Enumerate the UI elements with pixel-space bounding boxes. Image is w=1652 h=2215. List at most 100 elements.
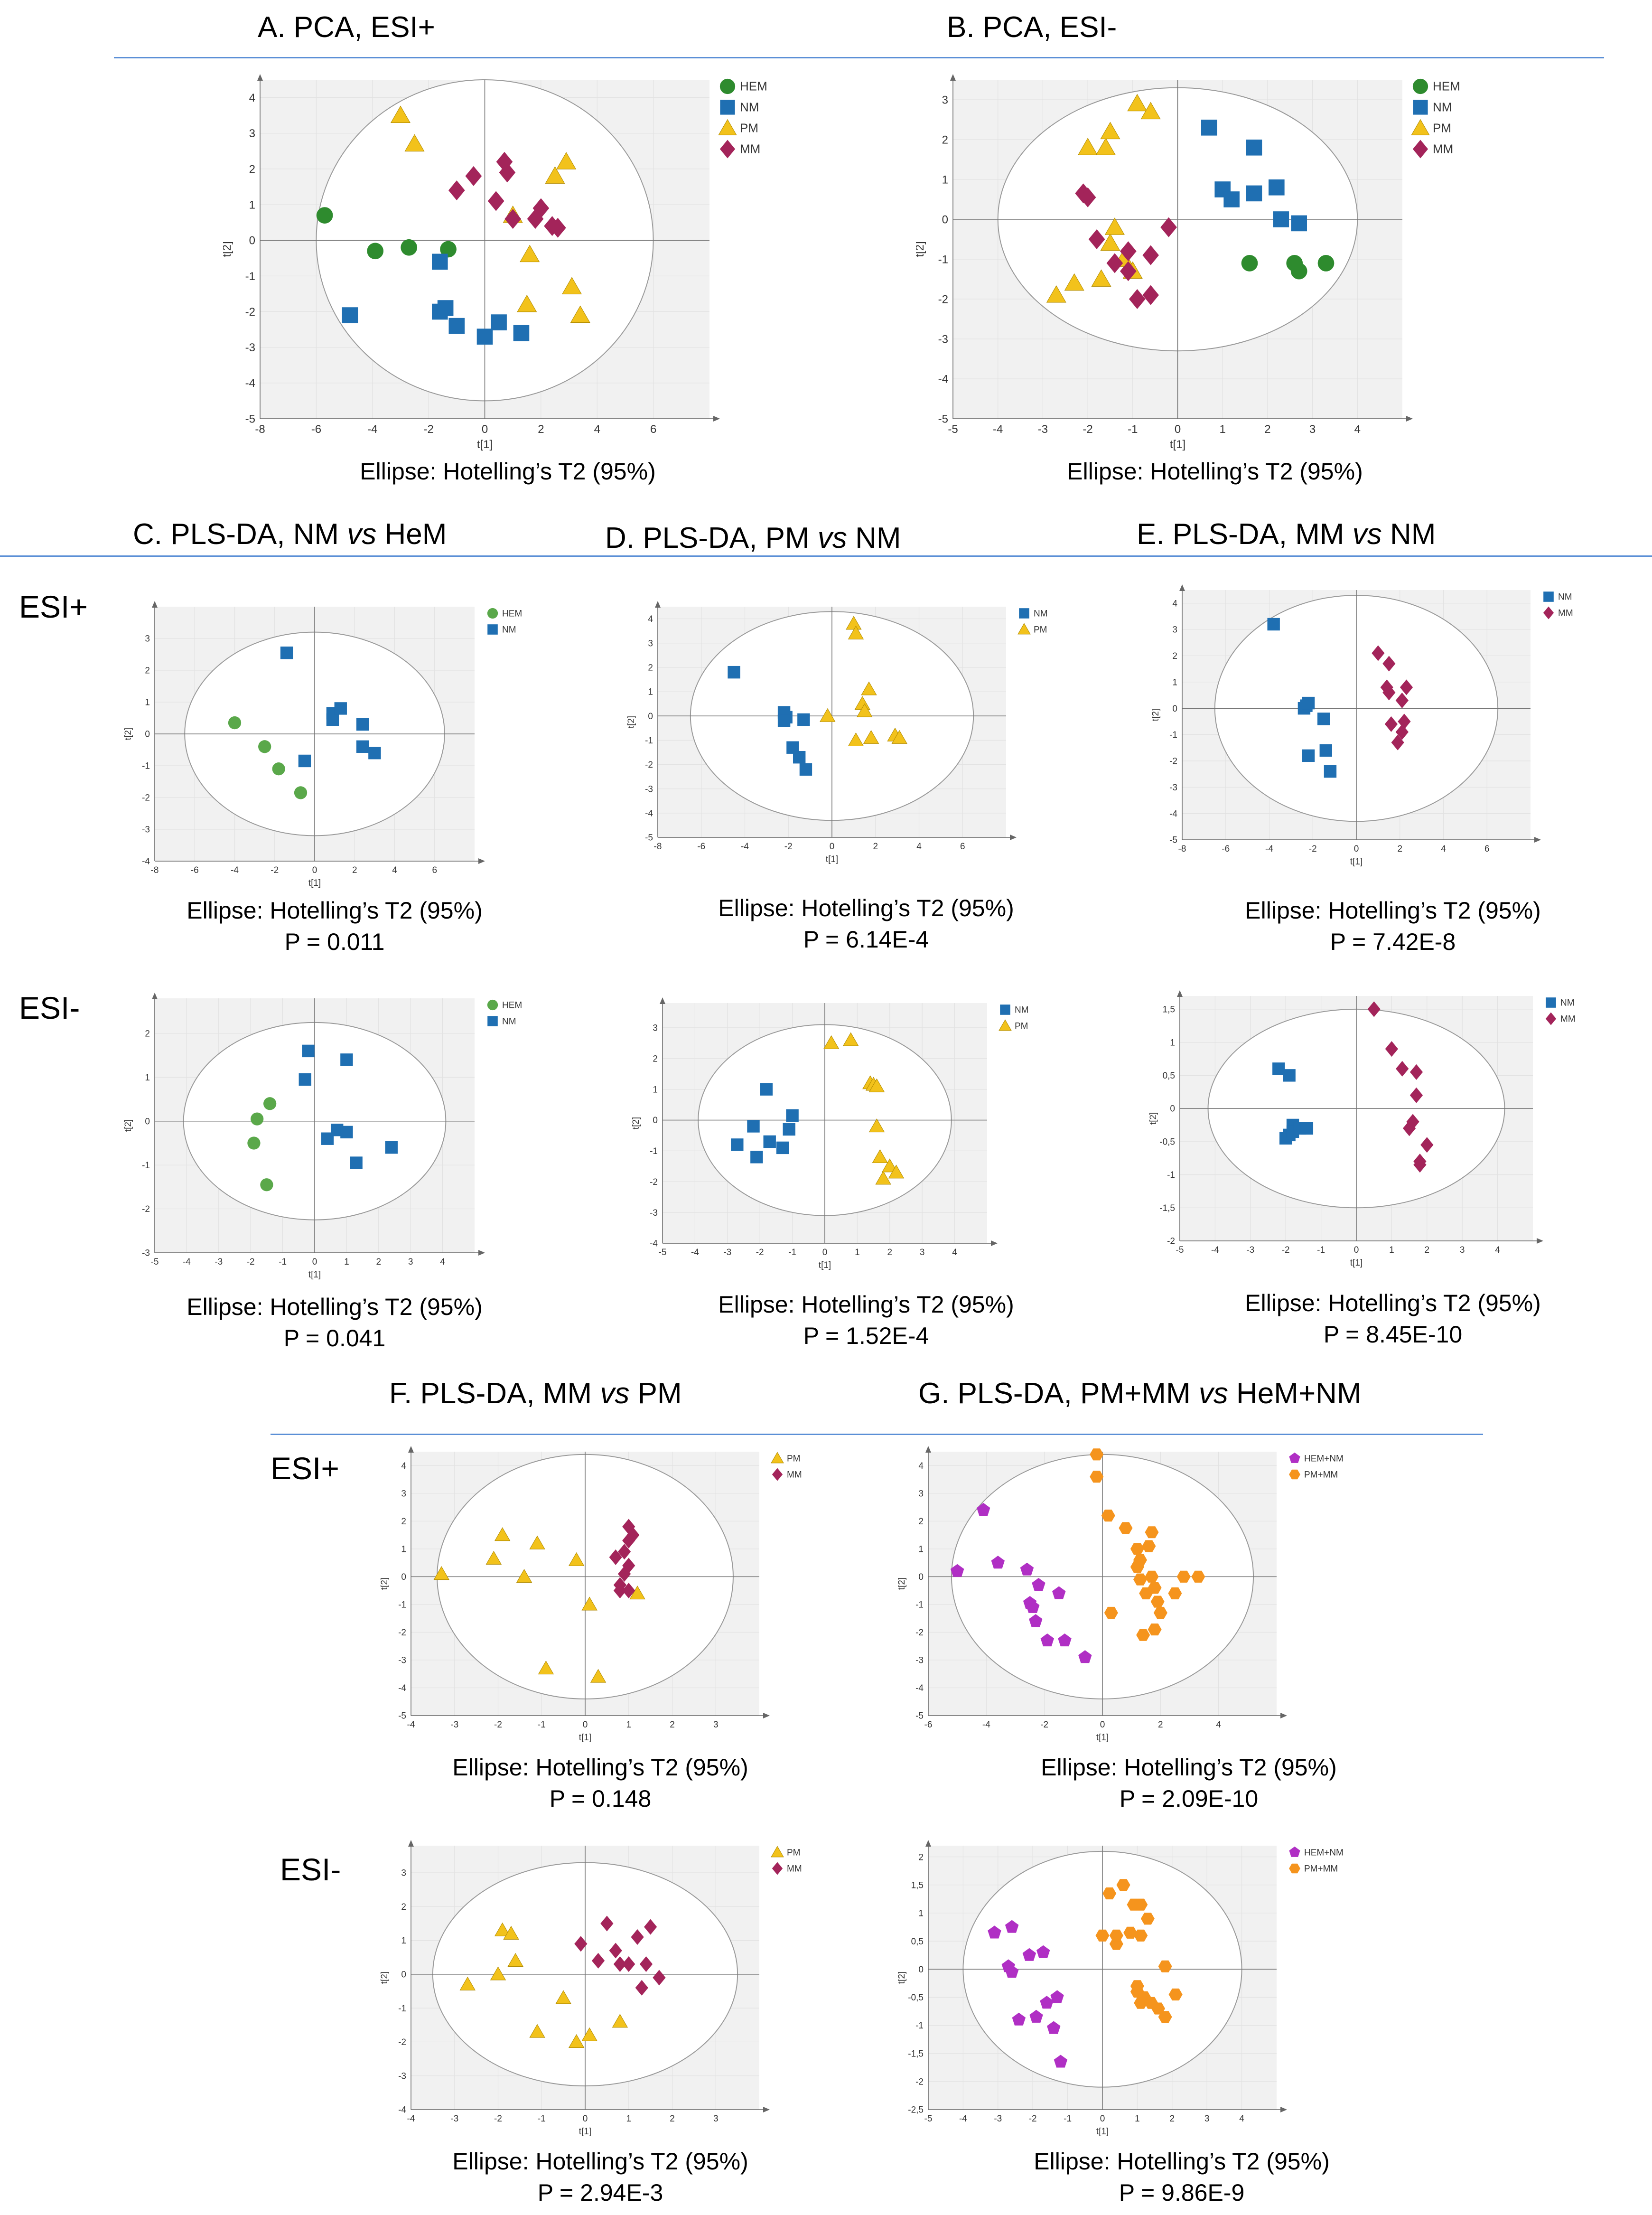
point-D_neg-PM-0 [823,1035,840,1049]
y-axis-arrow-C_neg [152,993,158,999]
legend-marker-D_neg-NM [1000,1004,1010,1015]
point-G_pos-PM+MM-14 [1148,1582,1162,1594]
legend-label-E_pos-MM: MM [1558,609,1573,619]
point-E_pos-MM-8 [1395,724,1409,740]
y-tick-label-D_neg-3: -1 [650,1146,658,1156]
legend-label-C_neg-NM: NM [502,1017,516,1027]
point-F_neg-MM-4 [613,1956,627,1972]
y-axis-arrow-D_pos [655,601,661,608]
x-tick-label-G_neg-9: 4 [1239,2114,1244,2124]
legend-label-A-HEM: HEM [740,79,767,93]
y-tick-label-G_pos-4: -1 [915,1600,924,1610]
y-tick-label-C_pos-6: 2 [145,666,150,676]
point-G_neg-HEM+NM-7 [1036,1945,1050,1958]
chart-A: -8 -6 -4 -2 0 2 4 6 -5 -4 -3 -2 -1 0 1 2 3 4 t[1] t[2] HEM NM… [223,74,767,451]
legend-marker-A-NM [720,100,735,115]
point-A-NM-1 [432,253,448,270]
legend-marker-A-MM [719,140,736,159]
y-tick-label-B-2: -3 [938,333,948,346]
point-G_pos-HEM+NM-6 [1029,1614,1043,1627]
title-E: E. PLS-DA, MM vs NM [1137,517,1436,551]
y-tick-label-D_pos-2: -3 [645,784,653,794]
y-axis-arrow-F_neg [408,1840,414,1847]
x-tick-label-C_pos-1: -6 [191,865,199,875]
y-tick-label-E_pos-7: 2 [1172,651,1177,661]
x-tick-label-F_neg-7: 3 [713,2114,719,2124]
y-tick-label-D_pos-4: -1 [645,736,653,746]
x-tick-label-F_pos-3: -1 [538,1720,546,1730]
rule-bottom [271,1434,1483,1435]
y-tick-label-A-2: -3 [245,341,255,354]
point-G_neg-HEM+NM-5 [1022,1948,1036,1961]
x-axis-label-C_neg: t[1] [308,1270,321,1279]
legend-label-C_pos-HEM: HEM [502,609,522,619]
caption-G-neg-ellipse: Ellipse: Hotelling’s T2 (95%) [1034,2148,1330,2175]
x-tick-label-C_neg-4: -1 [279,1257,287,1267]
point-G_pos-HEM+NM-8 [1040,1633,1054,1647]
title-C-pre: C. PLS-DA, NM [133,518,347,551]
point-F_neg-PM-9 [612,2014,628,2028]
point-G_pos-PM+MM-0 [1090,1448,1104,1461]
point-A-NM-3 [437,300,454,316]
x-tick-label-F_neg-4: 0 [583,2114,588,2124]
point-G_pos-HEM+NM-2 [991,1556,1005,1569]
title-G: G. PLS-DA, PM+MM vs HeM+NM [918,1377,1362,1410]
point-E_neg-NM-1 [1283,1069,1296,1082]
point-E_pos-NM-6 [1319,744,1332,757]
point-C_neg-NM-4 [340,1053,353,1066]
y-tick-label-G_pos-0: -5 [915,1711,924,1721]
y-tick-label-F_pos-9: 4 [401,1461,406,1471]
y-tick-label-A-6: 1 [249,198,255,211]
y-tick-label-D_pos-5: 0 [648,712,653,722]
point-G_pos-PM+MM-4 [1119,1522,1133,1534]
legend-label-E_neg-NM: NM [1560,998,1575,1008]
y-tick-label-A-9: 4 [249,92,255,104]
point-B-PM-2 [1078,138,1098,155]
title-F-post: PM [629,1377,682,1410]
y-tick-label-D_pos-3: -2 [645,760,653,770]
point-B-PM-5 [1100,122,1120,140]
point-B-NM-6 [1273,211,1289,227]
caption-B: Ellipse: Hotelling’s T2 (95%) [1001,456,1428,487]
point-C_neg-NM-6 [350,1156,363,1169]
y-axis-arrow-G_neg [925,1840,931,1847]
point-A-HEM-0 [316,207,333,224]
y-tick-label-E_neg-6: 1 [1170,1038,1175,1048]
y-tick-label-C_pos-3: -1 [142,761,150,771]
y-tick-label-C_pos-7: 3 [145,634,150,644]
point-E_pos-MM-2 [1382,656,1396,672]
legend-marker-C_neg-NM [487,1016,498,1026]
point-G_neg-HEM+NM-9 [1047,2021,1061,2034]
y-tick-label-G_neg-4: -0,5 [908,1993,924,2003]
point-G_pos-PM+MM-13 [1145,1526,1159,1539]
legend-label-B-HEM: HEM [1433,79,1460,93]
x-tick-label-D_pos-0: -8 [654,842,662,852]
chart-C-neg: -5 -4 -3 -2 -1 0 1 2 3 4 -3 -2 -1 0 1 2 t[1] t[2] HEM NM [123,993,522,1279]
y-axis-arrow-C_pos [152,601,158,608]
point-D_neg-NM-0 [731,1138,744,1151]
x-tick-label-A-3: -2 [423,423,433,436]
x-axis-arrow-C_neg [478,1250,485,1256]
y-tick-label-E_pos-5: 0 [1172,704,1177,714]
y-tick-label-C_neg-2: -1 [142,1161,150,1171]
y-axis-arrow-B [950,74,956,81]
point-F_neg-PM-1 [490,1966,506,1980]
caption-C-neg-ellipse: Ellipse: Hotelling’s T2 (95%) [187,1294,483,1320]
legend-marker-B-HEM [1412,78,1428,94]
y-tick-label-B-5: 0 [942,213,948,226]
point-D_pos-PM-2 [848,625,864,639]
caption-F-pos-p: P = 0.148 [549,1785,652,1812]
y-tick-label-F_pos-5: 0 [401,1572,406,1582]
x-tick-label-D_neg-5: 0 [822,1248,828,1258]
y-tick-label-G_neg-9: 2 [918,1852,924,1862]
point-E_pos-NM-3 [1302,696,1315,710]
y-tick-label-C_pos-1: -3 [142,825,150,835]
point-C_pos-NM-5 [356,718,369,731]
legend-marker-F_pos-PM [771,1452,784,1464]
point-G_pos-HEM+NM-5 [1026,1600,1040,1613]
point-G_neg-PM+MM-1 [1102,1887,1117,1900]
y-tick-label-C_pos-4: 0 [145,730,150,740]
point-A-HEM-3 [440,241,457,258]
point-F_neg-MM-1 [591,1952,605,1969]
chart-F-neg: -4 -3 -2 -1 0 1 2 3 -4 -3 -2 -1 0 1 2 3 t[1] t[2] PM MM [380,1840,802,2136]
